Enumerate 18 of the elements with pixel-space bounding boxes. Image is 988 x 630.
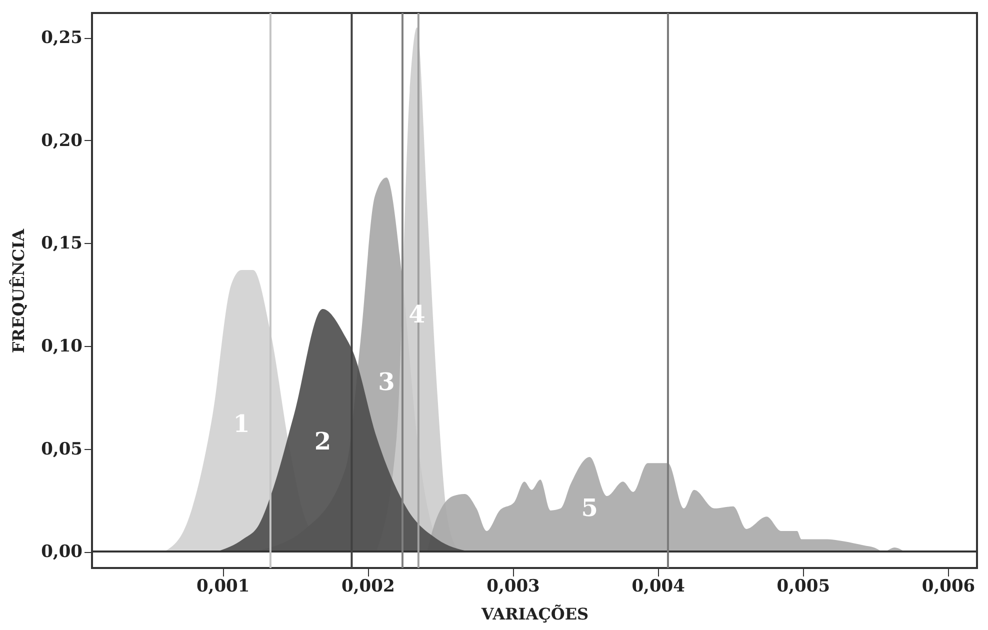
series-label: 4 — [408, 300, 426, 329]
y-axis-title: FREQUÊNCIA — [9, 228, 28, 354]
y-tick-label: 0,00 — [41, 542, 83, 562]
series-label: 5 — [581, 493, 598, 522]
x-tick-label: 0,003 — [486, 576, 540, 596]
y-tick-label: 0,10 — [41, 336, 83, 356]
x-tick-label: 0,005 — [776, 576, 830, 596]
x-tick-label: 0,002 — [342, 576, 395, 596]
y-tick-label: 0,15 — [41, 234, 82, 254]
y-tick-label: 0,25 — [41, 28, 82, 48]
x-tick-label: 0,001 — [196, 576, 250, 596]
y-tick-label: 0,05 — [41, 439, 82, 460]
x-axis-title: VARIAÇÕES — [480, 604, 589, 624]
y-tick-label: 0,20 — [41, 130, 83, 151]
series-label: 2 — [314, 426, 332, 456]
x-tick-label: 0,004 — [632, 576, 686, 596]
series-label: 3 — [378, 367, 395, 396]
x-tick-label: 0,006 — [922, 576, 976, 596]
